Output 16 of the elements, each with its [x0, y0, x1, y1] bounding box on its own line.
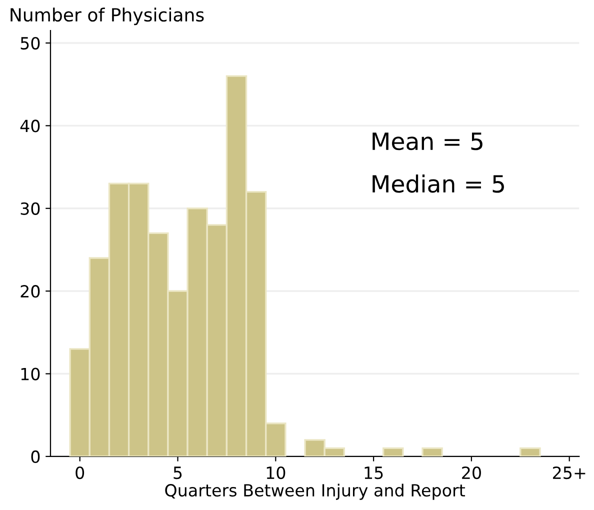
x-tick-label: 15	[364, 466, 383, 480]
y-tick-label: 40	[20, 120, 40, 132]
y-tick-label: 0	[31, 450, 40, 464]
annotation: Median = 5	[372, 174, 504, 193]
y-axis-title: Number of Physicians	[10, 8, 204, 26]
y-tick-label: 30	[20, 202, 40, 215]
x-tick-label: 20	[462, 466, 481, 480]
annotation: Mean = 5	[372, 132, 482, 150]
x-tick-label: 25+	[552, 466, 586, 480]
x-tick-label: 10	[266, 466, 286, 480]
y-tick-label: 20	[20, 285, 40, 298]
x-axis-title: Quarters Between Injury and Report	[165, 484, 466, 500]
y-tick-label: 10	[21, 368, 40, 380]
y-tick-label: 50	[20, 36, 40, 50]
x-tick-label: 5	[174, 466, 182, 480]
x-tick-label: 0	[76, 466, 84, 480]
